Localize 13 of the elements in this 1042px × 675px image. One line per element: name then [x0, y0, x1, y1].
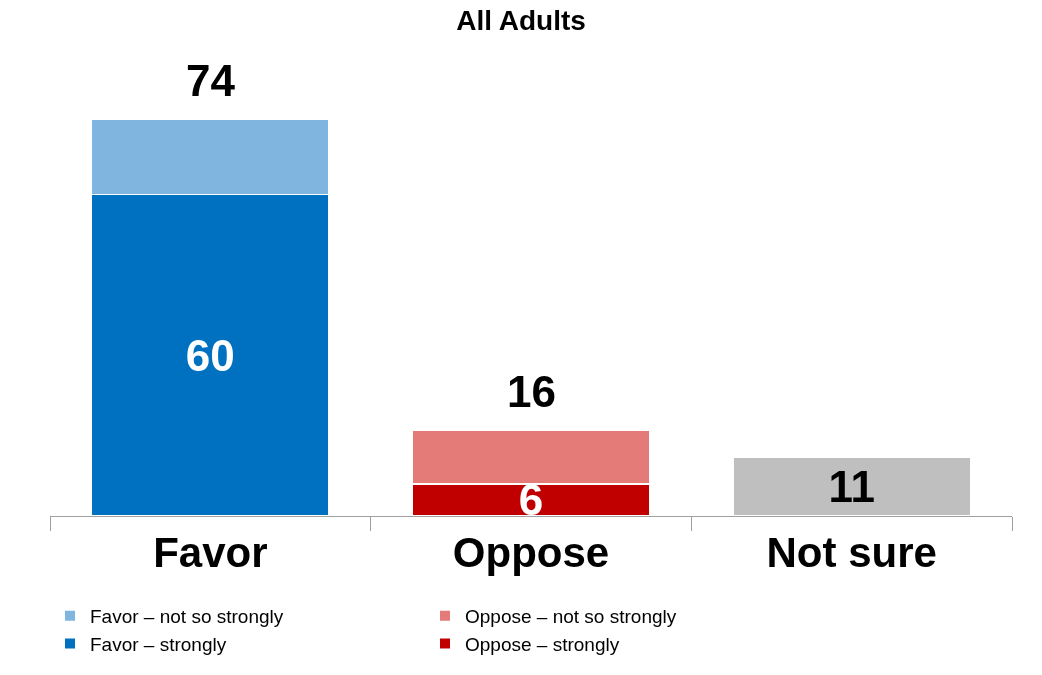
x-tick-label: Not sure: [766, 529, 937, 577]
legend-label: Oppose – not so strongly: [465, 606, 677, 628]
legend-label: Favor – strongly: [90, 633, 227, 655]
x-tick-label: Oppose: [452, 529, 610, 577]
total-label: 74: [186, 56, 236, 105]
data-label: 60: [185, 330, 235, 380]
legend-label: Oppose – strongly: [465, 633, 620, 655]
legend-label: Favor – not so strongly: [90, 606, 284, 628]
total-label: 16: [507, 367, 556, 416]
chart-title: All Adults: [456, 4, 586, 36]
data-label: 11: [828, 462, 875, 512]
x-tick-label: Favor: [153, 529, 268, 577]
data-label: 6: [518, 475, 544, 525]
